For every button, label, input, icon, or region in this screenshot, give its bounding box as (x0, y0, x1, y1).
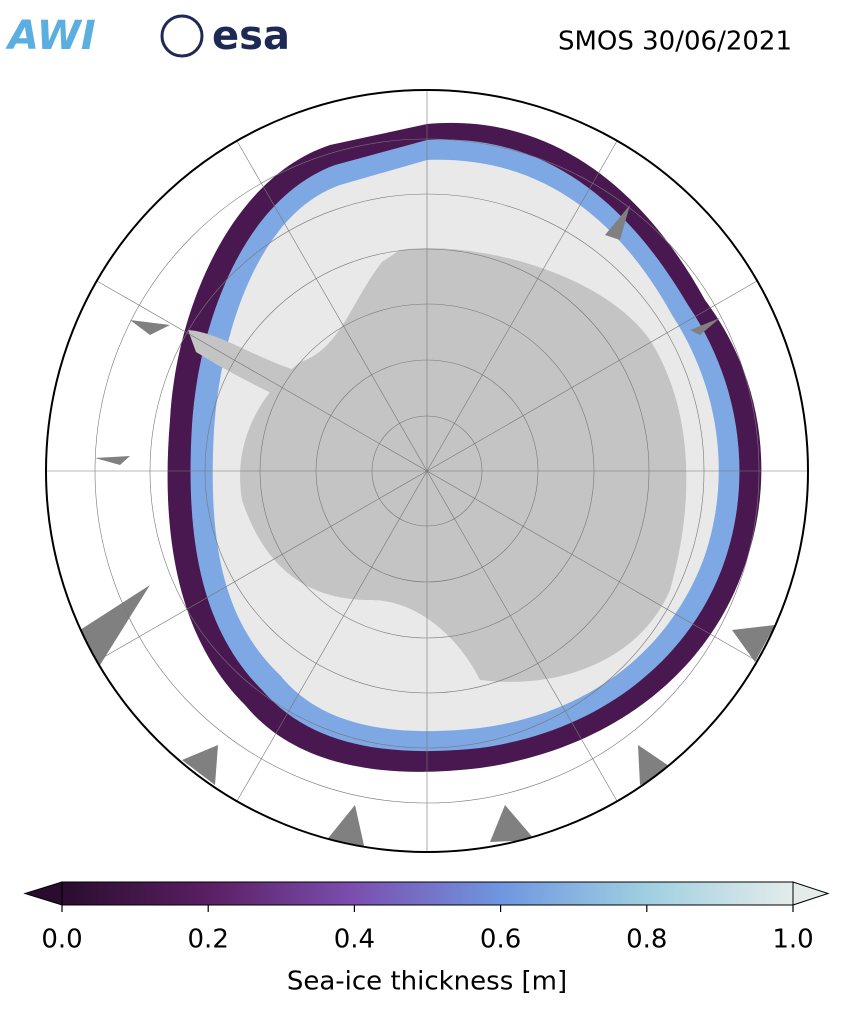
tick-label: 0.2 (188, 925, 229, 955)
awi-logo: AWI (5, 13, 96, 59)
esa-logo: esa (212, 13, 290, 59)
map (46, 90, 808, 852)
tick-label: 1.0 (772, 925, 813, 955)
tick-label: 0.4 (334, 925, 375, 955)
colorbar: 0.0 0.2 0.4 0.6 0.8 1.0 (23, 881, 830, 955)
esa-mark (160, 14, 204, 58)
graticule (46, 90, 808, 852)
extend-low (23, 881, 63, 906)
tick-label: 0.6 (480, 925, 521, 955)
tick-label: 0.0 (41, 925, 82, 955)
map-frame (45, 89, 809, 853)
colorbar-fill (61, 881, 794, 906)
map-title: SMOS 30/06/2021 (558, 27, 792, 57)
colorbar-label: Sea-ice thickness [m] (287, 967, 567, 997)
antarctica (240, 248, 687, 682)
tick-label: 0.8 (626, 925, 667, 955)
extend-high (792, 881, 830, 906)
